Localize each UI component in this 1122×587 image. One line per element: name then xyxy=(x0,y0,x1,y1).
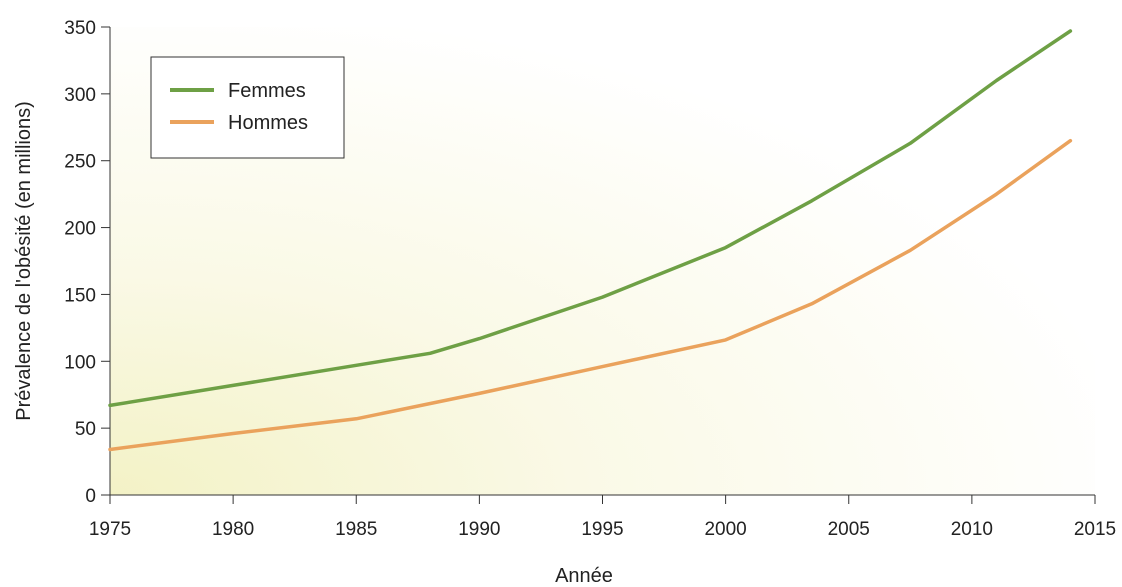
series-lines xyxy=(108,29,1073,452)
y-tick-label: 50 xyxy=(75,419,96,440)
x-tick-label: 1985 xyxy=(335,519,377,540)
x-tick-label: 1995 xyxy=(581,519,623,540)
y-tick-label: 250 xyxy=(64,152,96,173)
axes: 0 50 100 150 200 250 300 350 1975 1980 1985 1990 199… xyxy=(64,18,1116,540)
series-line-hommes xyxy=(108,138,1073,452)
x-tick-label: 1975 xyxy=(89,519,131,540)
series-line-femmes xyxy=(108,29,1073,408)
y-tick-label: 350 xyxy=(64,18,96,39)
legend-box xyxy=(150,56,345,159)
x-tick-label: 1990 xyxy=(458,519,500,540)
x-tick-label: 2000 xyxy=(704,519,746,540)
x-axis-title: Année xyxy=(555,565,613,587)
y-tick-label: 300 xyxy=(64,85,96,106)
x-tick-label: 2015 xyxy=(1074,519,1116,540)
x-tick-label: 2010 xyxy=(951,519,993,540)
legend-label-femmes: Femmes xyxy=(228,80,306,102)
legend: Femmes Hommes xyxy=(150,56,345,159)
y-tick-label: 150 xyxy=(64,285,96,306)
legend-label-hommes: Hommes xyxy=(228,112,308,134)
y-axis-title: Prévalence de l'obésité (en millions) xyxy=(13,101,35,421)
y-tick-label: 200 xyxy=(64,219,96,240)
x-tick-label: 1980 xyxy=(212,519,254,540)
y-tick-label: 0 xyxy=(85,486,96,507)
x-tick-label: 2005 xyxy=(828,519,870,540)
y-tick-label: 100 xyxy=(64,352,96,373)
